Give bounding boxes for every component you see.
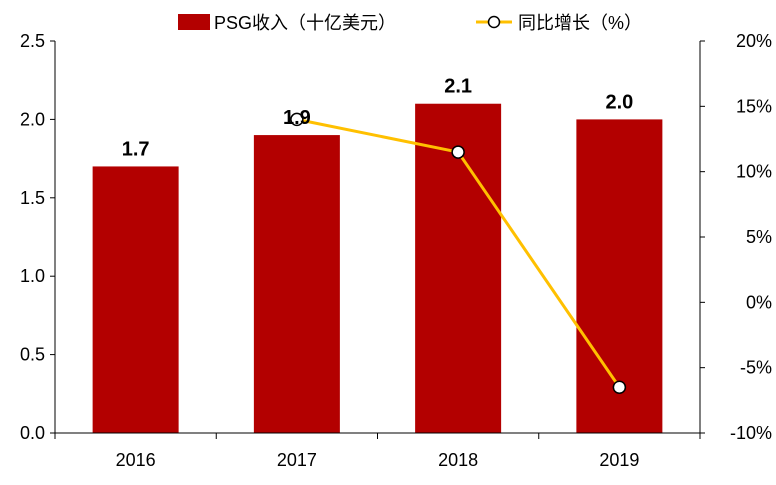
right-tick-label: 0%	[746, 292, 772, 312]
data-labels-group: 1.7 1.9 2.1 2.0	[122, 76, 634, 161]
right-tick-label: -10%	[730, 423, 772, 443]
growth-point-2017	[290, 112, 304, 127]
left-tick-label: 0.5	[20, 345, 45, 365]
legend-bar-swatch	[178, 14, 210, 30]
left-tick-label: 1.0	[20, 266, 45, 286]
right-tick-label: 5%	[746, 227, 772, 247]
right-tick-label: 10%	[736, 162, 772, 182]
right-tick-label: -5%	[740, 358, 772, 378]
bar-2016	[92, 166, 179, 433]
left-tick-label: 2.0	[20, 109, 45, 129]
right-tick-label: 20%	[736, 31, 772, 51]
left-tick-label: 0.0	[20, 423, 45, 443]
growth-point-2019	[612, 380, 627, 395]
bar-value-label: 2.0	[605, 91, 633, 113]
x-tick-label: 2017	[277, 450, 317, 470]
growth-point-2018	[451, 145, 465, 159]
legend-line-marker	[487, 15, 501, 29]
x-tick-label: 2018	[438, 450, 478, 470]
right-tick-label: 15%	[736, 96, 772, 116]
bar-value-label: 2.1	[444, 76, 472, 98]
growth-line-group	[290, 112, 627, 395]
legend-bar-label: PSG收入（十亿美元）	[214, 13, 396, 33]
legend: PSG收入（十亿美元） 同比增长（%）	[178, 13, 642, 33]
axes-group: 0.0 0.5 1.0 1.5 2.0 2.5 -10% -5% 0% 5% 10% 15% 20% 20…	[20, 31, 772, 470]
left-tick-label: 2.5	[20, 31, 45, 51]
x-tick-label: 2016	[116, 450, 156, 470]
left-tick-label: 1.5	[20, 188, 45, 208]
bar-value-label: 1.9	[283, 107, 311, 129]
bar-2017	[253, 135, 340, 433]
x-tick-label: 2019	[599, 450, 639, 470]
bar-value-label: 1.7	[122, 138, 150, 160]
legend-line-label: 同比增长（%）	[518, 13, 642, 33]
bars-group	[92, 103, 663, 434]
